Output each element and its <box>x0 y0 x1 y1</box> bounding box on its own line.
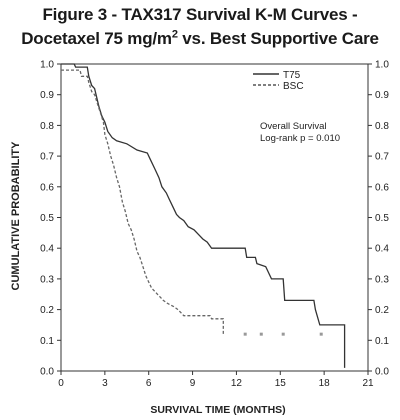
y-tick-label-left: 0.6 <box>40 182 54 193</box>
series-line-bsc <box>61 69 224 335</box>
y-tick-label-left: 0.1 <box>40 336 54 347</box>
x-axis-label: SURVIVAL TIME (MONTHS) <box>150 404 285 416</box>
figure-title-line-1: Figure 3 - TAX317 Survival K-M Curves - <box>42 5 358 24</box>
y-axis-label: CUMULATIVE PROBABILITY <box>10 141 22 291</box>
axes-group: 0 3 6 9 12 15 18 210.0 0.00.1 0.10.2 0.20.3 0.30.4 0… <box>40 60 389 390</box>
censor-mark-bsc <box>243 332 247 336</box>
y-tick-label-right: 0.6 <box>375 182 389 193</box>
y-tick-label-left: 0.3 <box>40 274 54 285</box>
y-tick-label-right: 1.0 <box>375 60 389 71</box>
series-layer <box>61 63 346 368</box>
censor-mark-bsc <box>281 332 285 336</box>
y-tick-label-right: 0.7 <box>375 152 389 163</box>
x-tick-label: 21 <box>362 378 374 389</box>
y-tick-label-right: 0.9 <box>375 90 389 101</box>
y-tick-label-left: 1.0 <box>40 60 54 71</box>
y-tick-label-left: 0.9 <box>40 90 54 101</box>
y-tick-label-right: 0.3 <box>375 274 389 285</box>
annotation-log-rank: Log-rank p = 0.010 <box>260 133 340 144</box>
y-tick-label-right: 0.5 <box>375 213 389 224</box>
y-tick-label-left: 0.0 <box>40 367 54 378</box>
y-tick-label-right: 0.2 <box>375 305 389 316</box>
censor-mark-bsc <box>259 332 263 336</box>
figure-title-line-2: Docetaxel 75 mg/m2 vs. Best Supportive C… <box>0 28 400 50</box>
y-tick-label-right: 0.4 <box>375 244 389 255</box>
y-tick-label-left: 0.8 <box>40 121 54 132</box>
y-tick-label-left: 0.7 <box>40 152 54 163</box>
title-line-2-superscript: 2 <box>171 28 178 41</box>
x-tick-label: 9 <box>190 378 196 389</box>
y-tick-label-right: 0.0 <box>375 367 389 378</box>
x-tick-label: 18 <box>319 378 331 389</box>
x-tick-label: 0 <box>58 378 64 389</box>
legend-label-t75: T75 <box>283 70 301 81</box>
x-tick-label: 6 <box>146 378 152 389</box>
y-tick-label-left: 0.2 <box>40 305 54 316</box>
x-tick-label: 3 <box>102 378 108 389</box>
censor-mark-bsc <box>319 332 323 336</box>
y-tick-label-left: 0.4 <box>40 244 54 255</box>
title-line-2-suffix: vs. Best Supportive Care <box>177 29 379 48</box>
title-line-2-text: Docetaxel 75 mg/m <box>21 29 172 48</box>
legend: T75 BSC <box>253 70 304 92</box>
x-tick-label: 15 <box>275 378 287 389</box>
x-tick-label: 12 <box>231 378 243 389</box>
y-tick-label-left: 0.5 <box>40 213 54 224</box>
annotation-overall-survival: Overall Survival <box>260 121 327 132</box>
y-tick-label-right: 0.8 <box>375 121 389 132</box>
legend-label-bsc: BSC <box>283 81 304 92</box>
series-line-t75 <box>61 63 346 368</box>
y-tick-label-right: 0.1 <box>375 336 389 347</box>
